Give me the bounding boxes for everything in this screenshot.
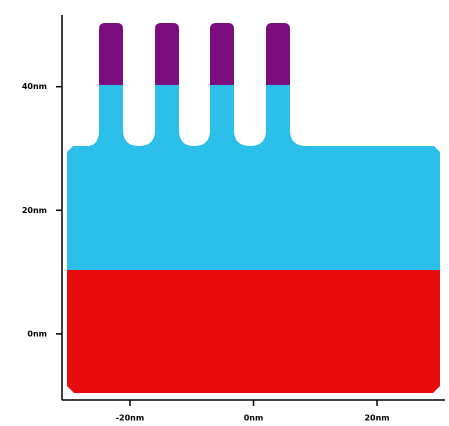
- y-tick-label: 0nm: [27, 329, 47, 338]
- fin-caps: [99, 23, 290, 85]
- y-tick-label: 20nm: [22, 206, 47, 215]
- fin-body: [67, 85, 440, 270]
- fin-cap: [99, 23, 123, 85]
- fin-cap: [155, 23, 179, 85]
- x-tick-label: -20nm: [116, 414, 144, 423]
- fin-cap: [210, 23, 234, 85]
- y-tick-label: 40nm: [22, 82, 47, 91]
- substrate: [67, 270, 440, 393]
- x-tick-label: 20nm: [364, 414, 389, 423]
- x-tick-label: 0nm: [244, 414, 264, 423]
- fin-cap: [266, 23, 290, 85]
